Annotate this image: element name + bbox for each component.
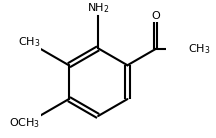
Text: CH$_3$: CH$_3$ <box>18 35 40 49</box>
Text: OCH$_3$: OCH$_3$ <box>9 116 40 130</box>
Text: O: O <box>151 11 160 21</box>
Text: CH$_3$: CH$_3$ <box>188 42 211 56</box>
Text: NH$_2$: NH$_2$ <box>87 1 110 15</box>
